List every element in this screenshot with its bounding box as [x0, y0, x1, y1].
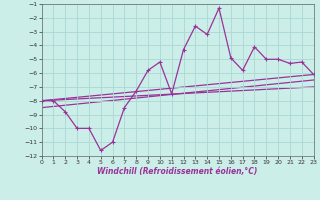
X-axis label: Windchill (Refroidissement éolien,°C): Windchill (Refroidissement éolien,°C) — [97, 167, 258, 176]
